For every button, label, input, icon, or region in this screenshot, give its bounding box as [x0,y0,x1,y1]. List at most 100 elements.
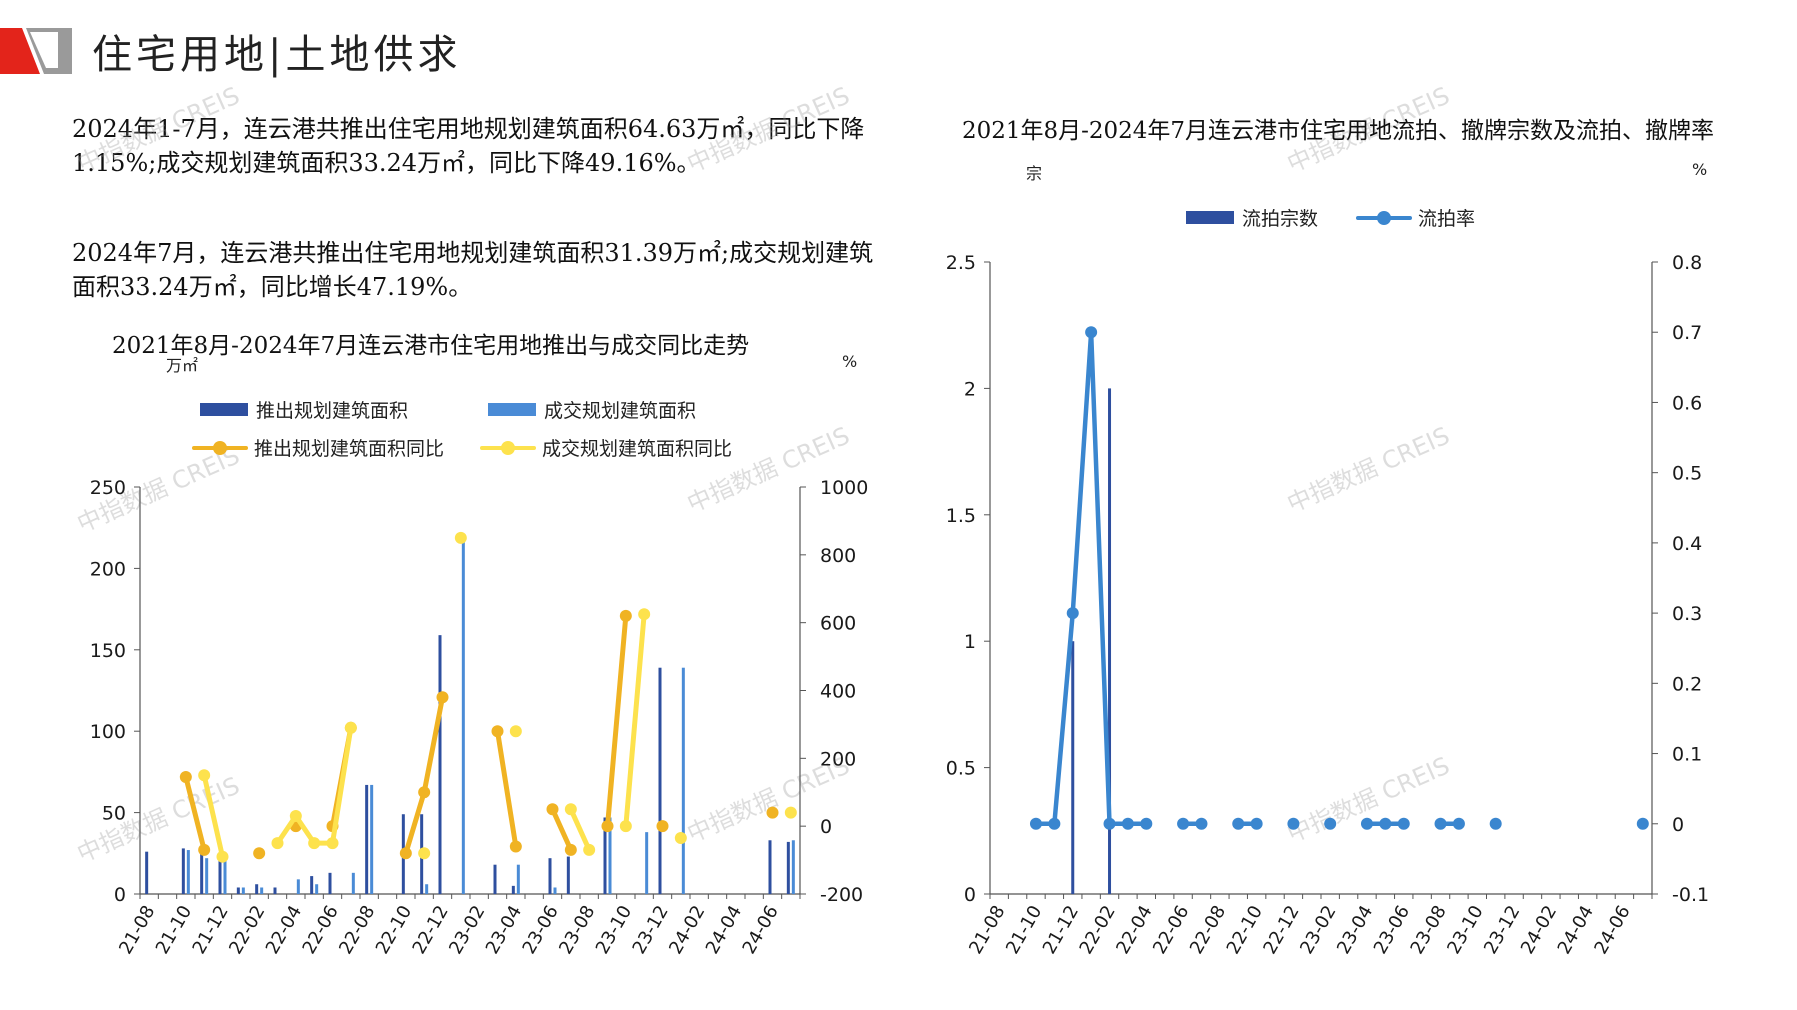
data-point [619,609,632,622]
y-left-tick-label: 250 [90,477,126,499]
data-point [1250,817,1263,830]
bar [241,887,245,894]
y-left-tick-label: 0 [114,884,126,906]
data-point [308,837,321,850]
bar [218,859,222,894]
x-tick-label: 22-08 [1186,902,1230,958]
legend-swatch [1356,210,1412,225]
data-point [1066,607,1079,620]
y-right-tick-label: 800 [820,545,856,567]
chart2-left-unit: 宗 [1026,164,1043,183]
data-point [564,843,577,856]
data-point [289,809,302,822]
bar [205,858,209,894]
data-point [253,847,266,860]
y-left-tick-label: 2 [964,378,976,400]
y-left-tick-label: 150 [90,640,126,662]
summary-paragraph-month: 2024年7月，连云港共推出住宅用地规划建筑面积31.39万㎡;成交规划建筑面积… [72,239,874,301]
data-point [1360,817,1373,830]
y-left-tick-label: 1 [964,631,976,653]
data-point [509,725,522,738]
data-point [784,806,797,819]
x-tick-label: 22-10 [1223,902,1267,958]
bar [768,840,772,894]
data-point [638,608,651,621]
legend-item: 流拍率 [1356,204,1475,231]
data-point [418,847,431,860]
data-point [1177,817,1190,830]
data-point [418,786,431,799]
bar [791,840,795,894]
y-right-tick-label: 1000 [820,477,868,499]
x-tick-label: 24-02 [1517,902,1561,958]
data-point [1287,817,1300,830]
bar [365,784,369,894]
x-tick-label: 22-04 [1112,902,1156,958]
bar [370,784,374,894]
y-right-tick-label: 0 [1672,814,1684,836]
x-tick-label: 23-10 [1443,902,1487,958]
chart2-title: 2021年8月-2024年7月连云港市住宅用地流拍、撤牌宗数及流拍、撤牌率 [961,118,1715,144]
data-point [601,820,614,833]
legend-label: 流拍宗数 [1242,208,1319,230]
data-point [1397,817,1410,830]
bar [645,832,649,894]
bar [315,884,319,894]
chart1-right-unit: % [842,352,858,371]
series-line [183,774,207,853]
x-tick-label: 24-06 [1590,902,1634,958]
series-line [1033,329,1149,827]
legend-item: 推出规划建筑面积 [200,396,408,423]
y-left-tick-label: 200 [90,558,126,580]
bar [511,885,515,894]
data-point [1232,817,1245,830]
bar [608,817,612,894]
x-tick-label: 22-02 [1076,902,1120,958]
data-point [1048,817,1061,830]
x-tick-label: 23-02 [1296,902,1340,958]
y-right-tick-label: 0 [820,816,832,838]
data-point [656,820,669,833]
x-tick-label: 21-12 [1039,902,1083,958]
data-point [344,721,357,734]
data-point [1029,817,1042,830]
y-left-tick-label: 0 [964,884,976,906]
y-left-tick-label: 0.5 [946,758,976,780]
x-tick-label: 23-08 [1407,902,1451,958]
data-point [1085,326,1098,339]
series-line [623,611,647,829]
legend-item: 流拍宗数 [1186,204,1318,231]
bar [181,848,185,894]
summary-paragraph-ytd: 2024年1-7月，连云港共推出住宅用地规划建筑面积64.63万㎡，同比下降1.… [72,115,865,177]
data-point [216,850,229,863]
data-point [619,820,632,833]
bar [255,884,259,894]
data-point [1103,817,1116,830]
bar [223,859,227,894]
legend-swatch [480,440,536,455]
y-right-tick-label: 0.2 [1672,673,1702,695]
bar [296,879,300,894]
x-tick-label: 22-12 [1259,902,1303,958]
data-point [179,770,192,783]
y-right-tick-label: -200 [820,884,863,906]
legend-item: 成交规划建筑面积 [488,396,696,423]
data-point [1636,817,1649,830]
y-right-tick-label: 0.1 [1672,744,1702,766]
data-point [271,837,284,850]
bar [200,853,204,894]
bar [145,851,149,894]
x-tick-label: 22-06 [1149,902,1193,958]
data-point [436,691,449,704]
y-right-tick-label: 0.3 [1672,603,1702,625]
chart2-right-unit: % [1692,160,1708,179]
x-tick-label: 23-04 [1333,902,1377,958]
data-point [1121,817,1134,830]
bar [236,887,240,894]
x-tick-label: 23-12 [1480,902,1524,958]
bar [425,884,429,894]
bar [1108,388,1112,894]
legend-item: 推出规划建筑面积同比 [192,434,444,461]
data-point [546,803,559,816]
